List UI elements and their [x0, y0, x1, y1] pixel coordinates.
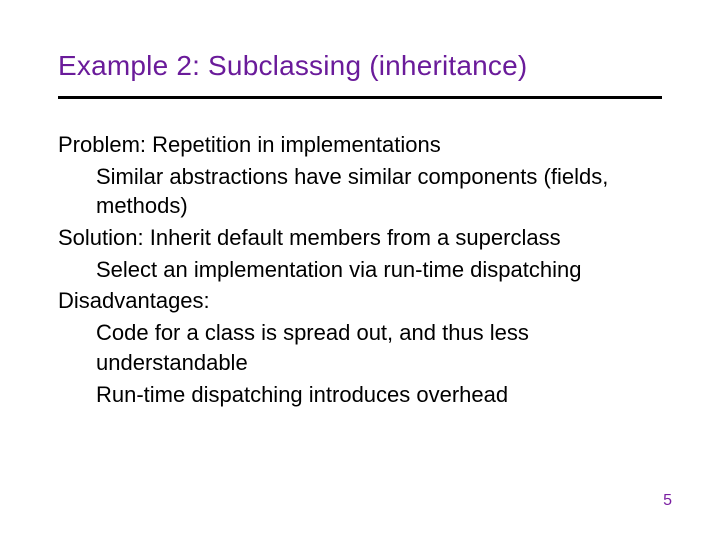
disadvantage-2: Run-time dispatching introduces overhead [58, 380, 662, 410]
problem-label: Problem: Repetition in implementations [58, 130, 662, 160]
solution-label: Solution: Inherit default members from a… [58, 223, 662, 253]
slide: Example 2: Subclassing (inheritance) Pro… [0, 0, 720, 540]
page-number: 5 [663, 492, 672, 510]
disadvantages-label: Disadvantages: [58, 286, 662, 316]
title-underline [58, 96, 662, 99]
problem-detail: Similar abstractions have similar compon… [58, 162, 662, 221]
slide-body: Problem: Repetition in implementations S… [58, 130, 662, 411]
slide-title: Example 2: Subclassing (inheritance) [58, 50, 527, 82]
solution-detail: Select an implementation via run-time di… [58, 255, 662, 285]
disadvantage-1: Code for a class is spread out, and thus… [58, 318, 662, 377]
